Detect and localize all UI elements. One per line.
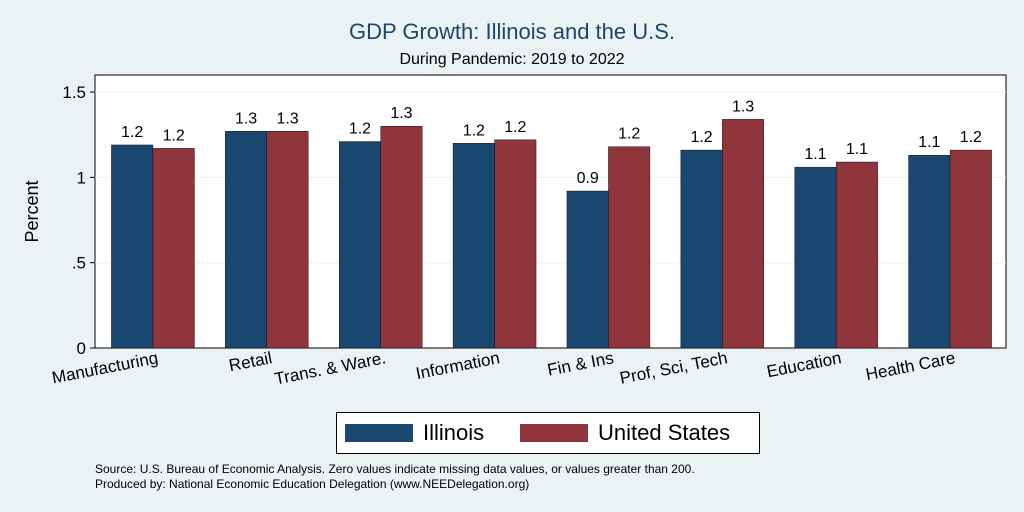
data-label: 1.1: [846, 141, 868, 158]
bar-united-states: [949, 149, 992, 349]
y-axis-label: Percent: [22, 180, 42, 242]
bar-united-states: [266, 131, 309, 349]
bar-united-states: [722, 119, 765, 349]
data-label: 1.2: [690, 129, 712, 146]
bar-illinois: [111, 144, 154, 349]
data-label: 1.3: [235, 110, 257, 127]
legend-label-illinois: Illinois: [423, 420, 485, 445]
bar-united-states: [380, 125, 423, 349]
x-tick-label: Health Care: [864, 348, 957, 384]
data-label: 1.2: [463, 122, 485, 139]
chart-legend: Illinois United States: [336, 412, 760, 454]
bar-illinois: [908, 154, 951, 349]
chart-subtitle: During Pandemic: 2019 to 2022: [399, 51, 625, 68]
chart-title: GDP Growth: Illinois and the U.S.: [348, 19, 676, 44]
data-label: 1.2: [504, 119, 526, 136]
y-tick-label: .5: [72, 254, 86, 273]
legend-label-united-states: United States: [598, 420, 731, 445]
data-label: 1.2: [618, 126, 640, 143]
legend-swatch-united-states: [520, 424, 588, 442]
legend-swatch-illinois: [345, 424, 413, 442]
y-tick-label: 1: [77, 168, 86, 187]
producer-note: Produced by: National Economic Education…: [95, 477, 530, 491]
data-label: 1.1: [918, 134, 940, 151]
data-label: 1.1: [804, 146, 826, 163]
x-tick-label: Fin & Ins: [546, 348, 615, 379]
y-tick-label: 0: [77, 339, 86, 358]
bar-united-states: [152, 148, 195, 349]
legend-item-united-states: United States: [520, 420, 731, 445]
x-tick-label: Education: [765, 348, 843, 381]
data-label: 1.2: [121, 124, 143, 141]
x-tick-label: Information: [414, 348, 501, 383]
bar-illinois: [452, 143, 495, 349]
bar-illinois: [225, 131, 268, 349]
bar-illinois: [338, 141, 381, 349]
data-label: 1.2: [960, 129, 982, 146]
bar-illinois: [794, 166, 837, 349]
x-tick-label: Trans. & Ware.: [273, 348, 388, 388]
data-label: 1.3: [276, 110, 298, 127]
data-label: 1.2: [163, 127, 185, 144]
bar-united-states: [835, 161, 878, 349]
data-label: 0.9: [577, 170, 599, 187]
bar-united-states: [494, 139, 537, 349]
bar-illinois: [680, 149, 723, 349]
x-tick-label: Retail: [227, 348, 273, 375]
data-label: 1.3: [732, 98, 754, 115]
x-tick-label: Manufacturing: [50, 348, 159, 387]
data-label: 1.2: [349, 121, 371, 138]
bar-united-states: [608, 146, 651, 349]
bar-illinois: [566, 190, 609, 349]
source-note: Source: U.S. Bureau of Economic Analysis…: [95, 462, 695, 476]
data-label: 1.3: [390, 105, 412, 122]
legend-item-illinois: Illinois: [345, 420, 485, 445]
y-tick-label: 1.5: [62, 83, 86, 102]
x-tick-label: Prof, Sci, Tech: [618, 348, 729, 388]
